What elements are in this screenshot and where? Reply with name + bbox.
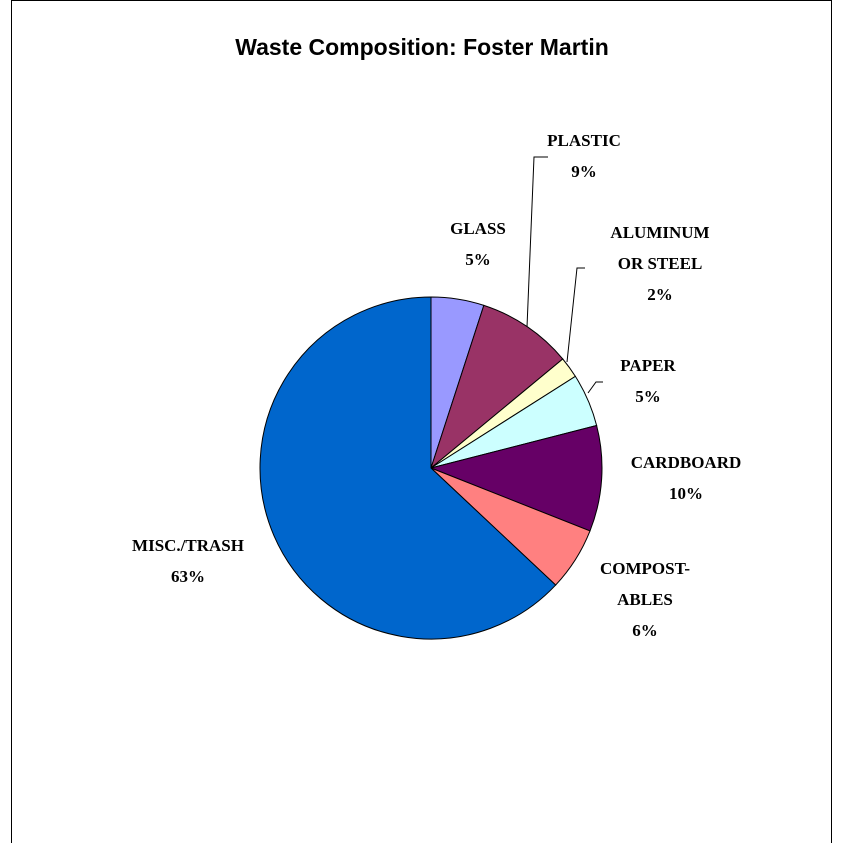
slice-label-text: CARDBOARD — [630, 453, 742, 472]
slice-label-text: MISC./TRASH — [132, 536, 244, 555]
chart-title: Waste Composition: Foster Martin — [235, 34, 609, 60]
leader-line-2 — [566, 267, 585, 363]
slice-label-2: ALUMINUM OR STEEL 2% — [570, 217, 750, 310]
slice-label-3: PAPER 5% — [558, 350, 738, 412]
slice-label-6: MISC./TRASH 63% — [98, 530, 278, 592]
slice-label-0: GLASS 5% — [388, 213, 568, 275]
slice-value-label: 2% — [647, 285, 673, 304]
slice-label-text: ALUMINUM — [610, 223, 710, 242]
slice-label-text: PAPER — [620, 356, 676, 375]
slice-label-1: PLASTIC 9% — [494, 125, 674, 187]
slice-value-label: 6% — [632, 621, 658, 640]
slice-label-5: COMPOST- ABLES 6% — [555, 553, 735, 646]
slice-label-text: ABLES — [617, 590, 673, 609]
leader-line-3 — [587, 381, 603, 394]
pie-slice-6 — [259, 296, 557, 640]
slice-label-text: COMPOST- — [599, 559, 691, 578]
slice-value-label: 9% — [571, 162, 597, 181]
slice-value-label: 10% — [669, 484, 703, 503]
slice-value-label: 63% — [171, 567, 205, 586]
pie-slice-4 — [429, 424, 603, 532]
slice-label-text: GLASS — [450, 219, 506, 238]
slice-label-text: OR STEEL — [617, 254, 703, 273]
slice-value-label: 5% — [465, 250, 491, 269]
leader-line-1 — [526, 156, 548, 328]
slice-label-4: CARDBOARD 10% — [596, 447, 776, 509]
slice-value-label: 5% — [635, 387, 661, 406]
slice-label-text: PLASTIC — [547, 131, 621, 150]
